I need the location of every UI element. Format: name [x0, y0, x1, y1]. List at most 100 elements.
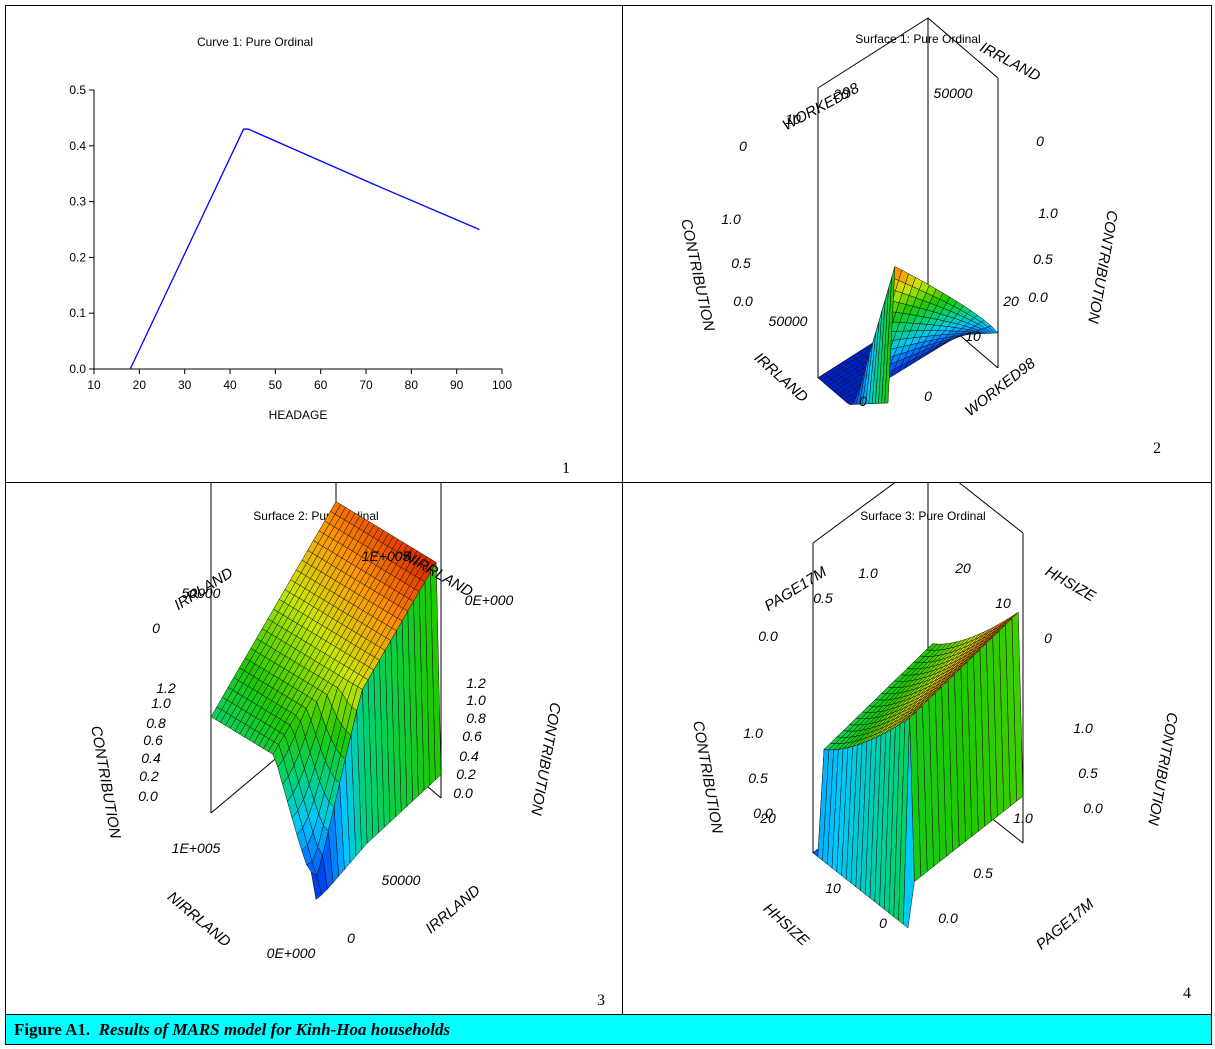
tick-label: 0	[859, 393, 867, 409]
axis-label-y-front: NIRRLAND	[164, 888, 234, 950]
tick-label: 1.0	[1013, 810, 1033, 826]
x-tick-label: 90	[450, 378, 464, 392]
tick-label: 1E+005	[172, 840, 221, 856]
figure-caption: Figure A1. Results of MARS model for Kin…	[6, 1015, 1211, 1044]
y-tick-label: 0.3	[69, 195, 86, 209]
axis-label-x-front: IRRLAND	[422, 882, 483, 937]
axis-label-x-front: PAGE17M	[1033, 895, 1098, 953]
tick-label: 0.0	[453, 785, 473, 801]
axis-label-y-front: HHSIZE	[760, 900, 813, 950]
tick-label: 0.6	[143, 732, 163, 748]
tick-label: 0.8	[466, 710, 486, 726]
tick-label: 0	[347, 930, 355, 946]
tick-label: 0.0	[753, 805, 773, 821]
y-tick-label: 0.0	[69, 362, 86, 376]
tick-label: 0	[1036, 133, 1044, 149]
caption-label: Figure A1.	[14, 1020, 91, 1039]
box-edge-top-left	[812, 483, 896, 544]
tick-label: 0.5	[748, 770, 768, 786]
surface-cell	[884, 266, 896, 404]
axis-label-y-front: IRRLAND	[751, 349, 811, 406]
panel-divider-vertical	[622, 5, 623, 1015]
surface-cell	[310, 871, 322, 900]
tick-label: 0.6	[462, 728, 482, 744]
chart-title: Surface 3: Pure Ordinal	[860, 509, 985, 523]
x-tick-label: 60	[314, 378, 328, 392]
surface-mesh	[210, 501, 442, 900]
tick-label: 1.0	[858, 565, 878, 581]
series-line	[129, 128, 480, 370]
tick-label: 20	[759, 810, 776, 826]
tick-label: 1.0	[1073, 720, 1093, 736]
tick-label: 1.2	[466, 675, 486, 691]
tick-label: 10	[995, 595, 1011, 611]
tick-label: 1.2	[156, 680, 176, 696]
tick-label: 0.5	[973, 865, 993, 881]
panel-number-2: 2	[1153, 440, 1161, 457]
tick-label: 0.0	[758, 628, 778, 644]
x-tick-label: 10	[87, 378, 101, 392]
tick-label: 0.4	[141, 750, 161, 766]
panel-divider-horizontal	[5, 482, 1212, 483]
tick-label: 0.8	[146, 715, 166, 731]
surface-cell	[903, 717, 915, 929]
axis-label-z-left: CONTRIBUTION	[689, 720, 726, 836]
surface-mesh	[817, 266, 999, 405]
tick-label: 20	[832, 86, 849, 102]
tick-label: 0.0	[1028, 289, 1048, 305]
surface-1-chart: Surface 1: Pure Ordinal WORKED98 IRRLAND CO…	[677, 17, 1121, 420]
x-tick-label: 50	[269, 378, 283, 392]
caption-divider	[5, 1014, 1212, 1015]
panel-number-3: 3	[597, 992, 605, 1009]
y-tick-label: 0.5	[69, 83, 86, 97]
box-edge-top-left	[817, 17, 929, 89]
axis-label-z-right: CONTRIBUTION	[1144, 711, 1181, 827]
tick-label: 0.5	[1078, 765, 1098, 781]
tick-label: 0.5	[1033, 251, 1053, 267]
x-tick-label: 70	[359, 378, 373, 392]
axis-label-x-front: WORKED98	[962, 354, 1039, 420]
tick-label: 0E+000	[267, 945, 316, 961]
tick-label: 0.2	[456, 766, 476, 782]
tick-label: 50000	[934, 85, 973, 101]
tick-label: 10	[965, 328, 981, 344]
x-tick-label: 40	[223, 378, 237, 392]
tick-label: 20	[1002, 293, 1019, 309]
y-tick-label: 0.4	[69, 139, 86, 153]
axis-label-y-back: HHSIZE	[1042, 563, 1099, 606]
figure-frame	[5, 5, 1212, 1045]
tick-label: 50000	[769, 313, 808, 329]
tick-label: 50000	[382, 872, 421, 888]
tick-label: 0.0	[1083, 800, 1103, 816]
y-tick-label: 0.2	[69, 250, 86, 264]
panel-number-4: 4	[1183, 985, 1191, 1002]
tick-label: 0	[152, 620, 160, 636]
curve-1-chart: Curve 1: Pure Ordinal 10 20 30 40 50 60 70 80 90 1…	[69, 35, 512, 422]
tick-label: 1.0	[151, 695, 171, 711]
y-tick-label: 0.1	[69, 306, 86, 320]
tick-label: 0.5	[813, 590, 833, 606]
tick-label: 0E+000	[465, 592, 514, 608]
chart-title: Surface 1: Pure Ordinal	[855, 32, 980, 46]
tick-label: 0	[879, 915, 887, 931]
axis-label-y-back: IRRLAND	[977, 39, 1043, 85]
tick-label: 0	[739, 138, 747, 154]
x-tick-label: 20	[133, 378, 147, 392]
tick-label: 0.0	[938, 910, 958, 926]
tick-label: 0	[1044, 630, 1052, 646]
axis-label-z-left: CONTRIBUTION	[677, 217, 717, 332]
caption-text: Results of MARS model for Kinh-Hoa house…	[98, 1020, 451, 1039]
panel-number-1: 1	[562, 460, 570, 477]
tick-label: 0.5	[731, 255, 751, 271]
tick-label: 0.4	[459, 748, 479, 764]
surface-3-chart: Surface 3: Pure Ordinal PAGE17M HHSIZE CONT…	[689, 483, 1181, 953]
tick-label: 1.0	[743, 725, 763, 741]
box-edge-top-right	[927, 17, 999, 79]
x-axis-label: HEADAGE	[269, 408, 328, 422]
tick-label: 50000	[182, 585, 221, 601]
tick-label: 10	[825, 880, 841, 896]
x-tick-label: 100	[492, 378, 512, 392]
tick-label: 1.0	[1038, 205, 1058, 221]
tick-label: 0.0	[733, 293, 753, 309]
tick-label: 1.0	[721, 211, 741, 227]
